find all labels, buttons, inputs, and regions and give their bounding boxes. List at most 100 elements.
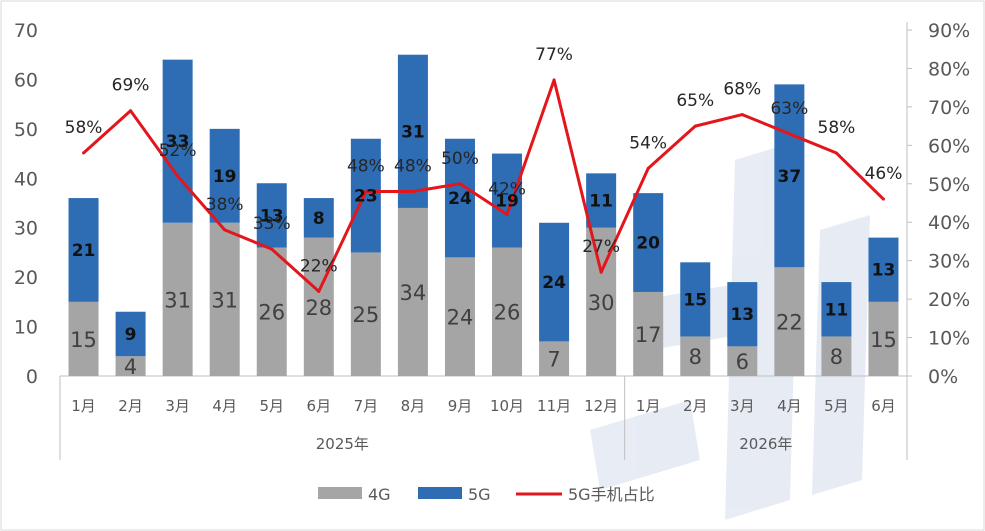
data-label-4g: 30 <box>588 291 615 315</box>
data-label-4g: 34 <box>400 281 427 305</box>
bar-5g <box>68 198 99 302</box>
bar-4g <box>633 291 664 376</box>
data-label-pct: 65% <box>676 91 714 111</box>
x-tick-label: 4月 <box>777 397 802 415</box>
data-label-4g: 7 <box>547 348 560 372</box>
x-tick-label: 4月 <box>212 397 237 415</box>
data-label-4g: 15 <box>870 328 897 352</box>
legend-label: 5G手机占比 <box>568 485 655 504</box>
line-5g-share <box>82 78 885 293</box>
data-label-5g: 9 <box>125 325 137 345</box>
data-label-pct: 63% <box>770 99 808 119</box>
line-point <box>740 113 744 117</box>
data-label-pct: 22% <box>300 256 338 276</box>
y-right-tick-label: 50% <box>928 174 970 196</box>
x-tick-label: 1月 <box>636 397 661 415</box>
line-point <box>834 151 838 155</box>
bar-4g <box>821 336 852 376</box>
bar-4g <box>256 247 287 376</box>
data-label-pct: 27% <box>582 237 620 257</box>
x-tick-label: 2月 <box>683 397 708 415</box>
data-label-4g: 28 <box>305 296 332 320</box>
bar-4g <box>115 356 146 376</box>
bar-4g <box>680 336 711 376</box>
x-tick-label: 7月 <box>354 397 379 415</box>
y-right-tick-label: 70% <box>928 97 970 119</box>
data-label-pct: 33% <box>253 214 291 234</box>
y-left-tick-label: 30 <box>14 218 38 240</box>
bar-5g <box>162 59 193 223</box>
line-point <box>599 270 603 274</box>
bar-5g <box>350 138 381 253</box>
data-label-5g: 24 <box>448 189 472 209</box>
legend-swatch <box>418 487 462 499</box>
line-point <box>129 109 133 113</box>
data-label-pct: 58% <box>818 118 856 138</box>
line-point <box>458 182 462 186</box>
y-left-tick-label: 40 <box>14 168 38 190</box>
data-label-pct: 52% <box>159 141 197 161</box>
bar-4g <box>539 341 570 376</box>
bar-5g <box>633 193 664 292</box>
x-tick-label: 10月 <box>490 397 524 415</box>
data-label-5g: 13 <box>260 206 284 226</box>
line-point <box>176 174 180 178</box>
y-left-tick-label: 10 <box>14 317 38 339</box>
data-label-5g: 19 <box>495 192 519 212</box>
y-left-tick-label: 50 <box>14 119 38 141</box>
line-point <box>881 197 885 201</box>
line-point <box>787 132 791 136</box>
data-label-5g: 21 <box>72 241 96 261</box>
y-right-tick-label: 80% <box>928 58 970 80</box>
data-label-pct: 38% <box>206 195 244 215</box>
bar-4g <box>774 267 805 376</box>
data-label-5g: 8 <box>313 209 325 229</box>
y-right-tick-label: 40% <box>928 212 970 234</box>
bar-4g <box>444 257 475 376</box>
bar-5g <box>303 198 334 238</box>
data-label-5g: 13 <box>872 261 896 281</box>
legend-swatch <box>318 487 362 499</box>
y-right-tick-label: 10% <box>928 328 970 350</box>
line-point <box>364 189 368 193</box>
line-point <box>646 166 650 170</box>
bar-5g <box>774 84 805 268</box>
data-label-4g: 8 <box>830 345 843 369</box>
y-right-tick-label: 90% <box>928 20 970 42</box>
x-tick-label: 2月 <box>118 397 143 415</box>
data-label-4g: 26 <box>258 301 285 325</box>
bar-5g <box>492 153 523 248</box>
data-label-pct: 77% <box>535 45 573 65</box>
data-label-5g: 15 <box>683 290 707 310</box>
line-point <box>693 124 697 128</box>
data-label-4g: 31 <box>164 288 191 312</box>
data-label-5g: 19 <box>213 167 237 187</box>
y-left-tick-label: 60 <box>14 69 38 91</box>
data-label-4g: 15 <box>70 328 97 352</box>
data-label-5g: 11 <box>825 300 849 320</box>
x-tick-label: 6月 <box>871 397 896 415</box>
bar-5g <box>727 282 758 347</box>
data-label-5g: 24 <box>542 273 566 293</box>
line-point <box>223 228 227 232</box>
y-right-tick-label: 20% <box>928 289 970 311</box>
data-label-5g: 20 <box>636 234 660 254</box>
data-label-4g: 26 <box>494 301 521 325</box>
data-label-4g: 17 <box>635 323 662 347</box>
bar-4g <box>868 301 899 376</box>
data-label-5g: 13 <box>730 305 754 325</box>
bar-5g <box>444 138 475 258</box>
data-label-pct: 69% <box>112 76 150 96</box>
bar-5g <box>256 183 287 248</box>
y-left-tick-label: 70 <box>14 20 38 42</box>
data-label-pct: 42% <box>488 180 526 200</box>
data-label-4g: 25 <box>352 303 379 327</box>
y-right-tick-label: 60% <box>928 135 970 157</box>
data-label-4g: 6 <box>736 350 749 374</box>
data-label-5g: 33 <box>166 132 190 152</box>
data-label-5g: 11 <box>589 192 613 212</box>
y-right-tick-label: 30% <box>928 251 970 273</box>
bar-4g <box>727 346 758 376</box>
